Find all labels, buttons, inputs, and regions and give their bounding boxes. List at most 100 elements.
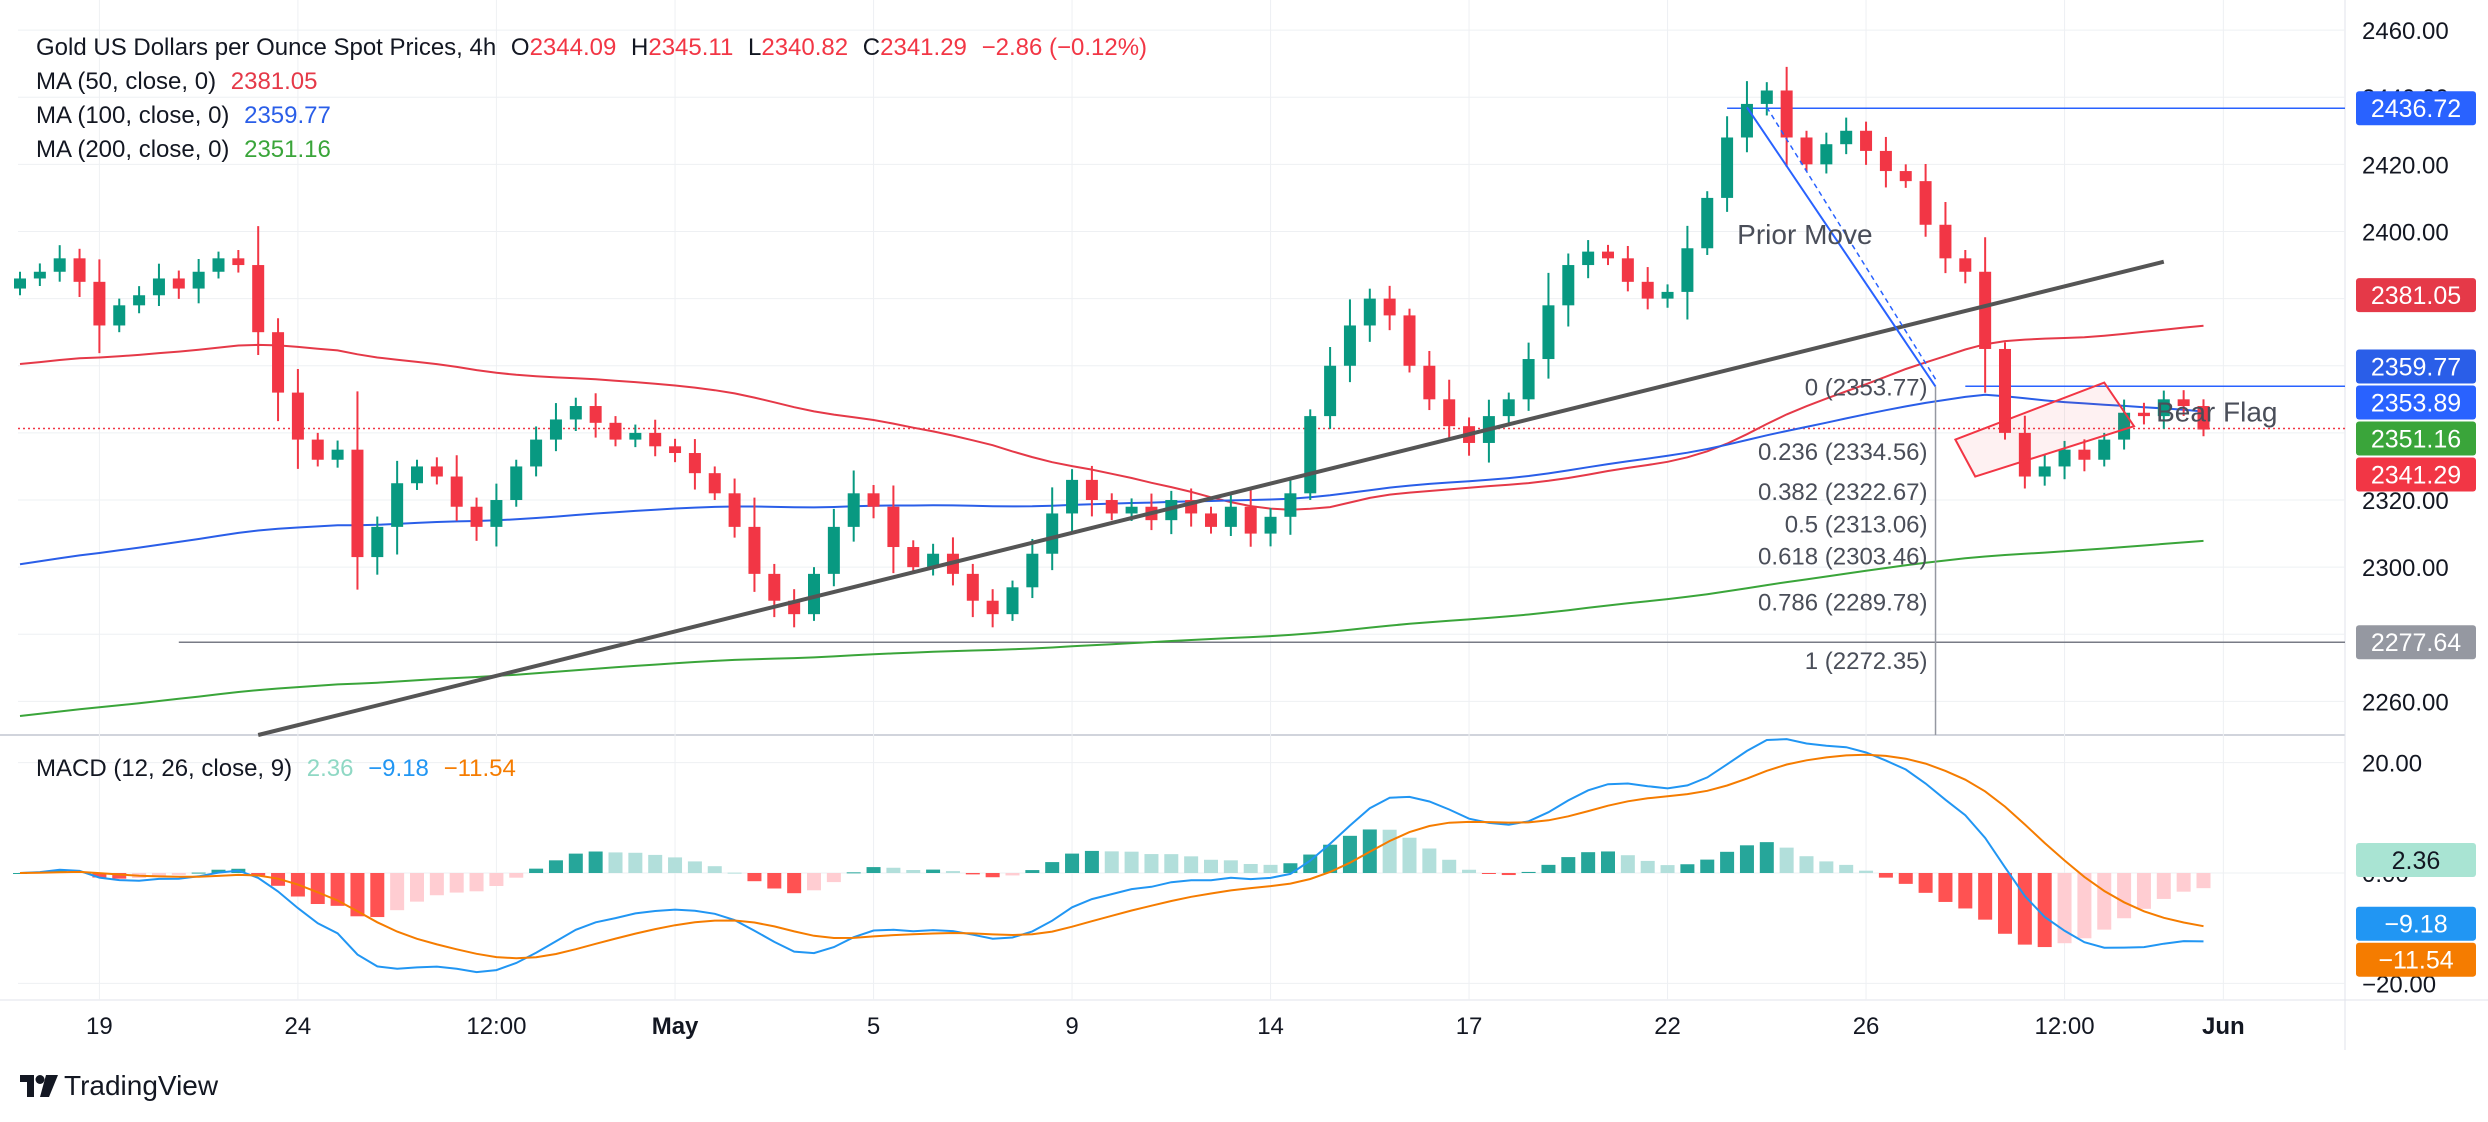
macd-histogram-bar [1045, 862, 1060, 873]
candle-up [1760, 90, 1773, 104]
price-tag-bg [2356, 421, 2476, 456]
candle-up [569, 406, 582, 420]
candle-down [1999, 348, 2011, 433]
candle-down [252, 265, 265, 333]
macd-histogram-bar [2077, 873, 2092, 939]
open-value: 2344.09 [529, 34, 617, 61]
macd-histogram-bar [1978, 873, 1993, 920]
ma100-legend[interactable]: MA (100, close, 0) 2359.77 [36, 102, 339, 130]
time-tick-label: 22 [1654, 1013, 1681, 1040]
candle-down [748, 526, 761, 574]
high-label: H [631, 34, 649, 61]
macd-histogram-bar [529, 868, 544, 873]
symbol-title[interactable]: Gold US Dollars per Ounce Spot Prices, 4… [36, 34, 497, 61]
macd-legend[interactable]: MACD (12, 26, close, 9) 2.36 −9.18 −11.5… [36, 755, 524, 783]
macd-histogram-bar [509, 873, 524, 878]
macd-histogram-bar [350, 873, 365, 917]
macd-tag-bg [2356, 906, 2476, 941]
price-tick-label: 2260.00 [2362, 689, 2449, 716]
time-tick-label: 5 [867, 1013, 880, 1040]
candle-up [629, 432, 642, 440]
high-value: 2345.11 [648, 34, 734, 61]
candle-up [391, 483, 404, 527]
candle-up [549, 419, 562, 440]
candle-up [2038, 466, 2051, 477]
macd-histogram-bar [648, 854, 663, 873]
macd-tag-bg [2356, 942, 2476, 977]
candle-down [272, 332, 285, 393]
candle-down [1602, 251, 1614, 259]
macd-histogram-bar [1898, 873, 1913, 884]
candle-down [2197, 406, 2210, 430]
macd-histogram-bar [449, 873, 464, 893]
candle-up [2058, 449, 2071, 467]
macd-histogram-bar [390, 873, 405, 911]
candle-up [371, 526, 384, 558]
macd-histogram-bar [1283, 863, 1298, 873]
macd-histogram-bar [1144, 854, 1159, 873]
candle-up [212, 258, 225, 272]
candle-down [688, 453, 701, 474]
macd-histogram-bar [1601, 851, 1615, 873]
time-tick-label: 12:00 [2035, 1013, 2095, 1040]
candle-down [1800, 137, 1813, 165]
candle-down [93, 281, 106, 326]
ma200-legend[interactable]: MA (200, close, 0) 2351.16 [36, 136, 339, 164]
macd-histogram-bar [1501, 873, 1516, 876]
fib-level-label: 0.5 (2313.06) [1785, 511, 1928, 538]
macd-histogram-bar [1680, 864, 1695, 873]
tradingview-brand[interactable]: TradingView [20, 1070, 218, 1102]
ma50-legend[interactable]: MA (50, close, 0) 2381.05 [36, 68, 326, 96]
macd-histogram-bar [1402, 837, 1417, 873]
macd-histogram-bar [1422, 848, 1437, 873]
macd-histogram-bar [1462, 869, 1477, 873]
macd-histogram-bar [2136, 873, 2151, 909]
candle-down [1979, 271, 1992, 349]
time-tick-label: 14 [1257, 1013, 1284, 1040]
macd-histogram-bar [945, 871, 960, 873]
candle-down [470, 506, 483, 527]
macd-tag: −9.18 [2384, 911, 2447, 939]
candle-down [887, 506, 900, 548]
candle-up [1264, 516, 1277, 534]
fib-level-label: 1 (2272.35) [1805, 648, 1928, 675]
macd-histogram-bar [1223, 860, 1238, 873]
price-tick-label: 2420.00 [2362, 152, 2449, 179]
candle-down [1919, 181, 1932, 225]
candle-down [430, 466, 443, 477]
macd-histogram-bar [1382, 829, 1397, 873]
macd-histogram-bar [1918, 873, 1933, 893]
price-tag: 2359.77 [2371, 354, 2461, 382]
candle-down [907, 547, 920, 568]
macd-histogram-bar [787, 873, 802, 894]
time-tick-label: Jun [2202, 1013, 2245, 1040]
macd-histogram-bar [1442, 859, 1457, 873]
candle-up [1284, 493, 1297, 517]
macd-label: MACD (12, 26, close, 9) [36, 755, 293, 782]
horizontal-lines [18, 107, 2345, 643]
candle-up [1046, 513, 1059, 554]
macd-tag: 2.36 [2392, 847, 2441, 875]
candle-down [1641, 281, 1654, 299]
time-axis: 19 24 12:00 May 5 9 14 17 22 26 12:00 Jun [86, 1013, 2245, 1040]
macd-histogram-bar [211, 869, 226, 873]
candle-down [1899, 171, 1912, 182]
candle-down [1403, 315, 1416, 366]
macd-histogram-bar [410, 873, 424, 902]
candle-up [1542, 305, 1555, 360]
time-tick-label: 19 [86, 1013, 113, 1040]
candle-down [2018, 432, 2031, 477]
macd-histogram-bar [469, 873, 484, 892]
macd-histogram-bar [1839, 864, 1854, 873]
low-label: L [748, 34, 762, 61]
macd-histogram-bar [330, 873, 345, 906]
time-tick-label: 26 [1853, 1013, 1880, 1040]
macd-histogram-bar [1164, 854, 1179, 873]
price-tag: 2381.05 [2371, 282, 2461, 310]
candle-down [708, 473, 721, 494]
macd-histogram-bar [1700, 859, 1715, 873]
candle-up [808, 573, 820, 615]
macd-histogram-bar [1620, 855, 1635, 873]
macd-histogram-bar [668, 857, 683, 873]
